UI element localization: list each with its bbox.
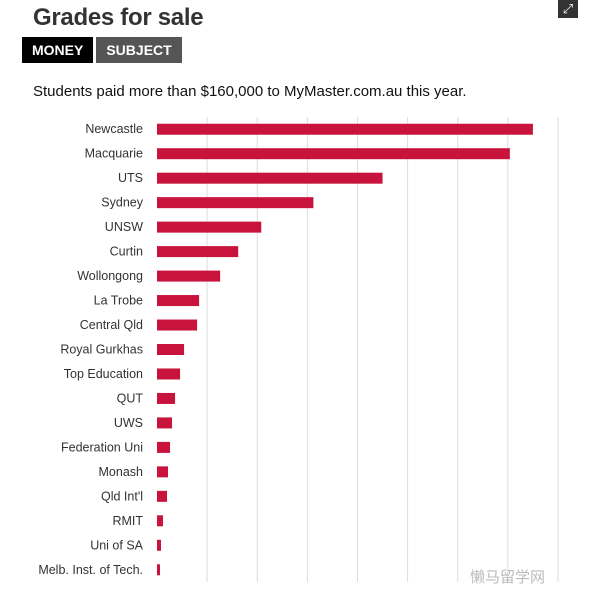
category-label: UTS: [118, 171, 143, 185]
category-label: UNSW: [105, 220, 143, 234]
tab-money[interactable]: MONEY: [22, 37, 94, 63]
bar[interactable]: [157, 392, 176, 404]
category-label: UWS: [114, 416, 143, 430]
bar[interactable]: [157, 368, 181, 380]
bar[interactable]: [157, 319, 198, 331]
bar[interactable]: [157, 148, 510, 160]
expand-icon[interactable]: ⤢: [558, 0, 578, 18]
bar[interactable]: [157, 172, 383, 184]
bar[interactable]: [157, 417, 173, 429]
bar[interactable]: [157, 564, 161, 576]
category-label: Monash: [99, 465, 144, 479]
category-label: La Trobe: [94, 294, 143, 308]
bar[interactable]: [157, 441, 171, 453]
tab-subject[interactable]: SUBJECT: [96, 37, 182, 63]
category-label: Curtin: [110, 245, 143, 259]
watermark-text: 懒马留学网: [470, 569, 546, 586]
category-label: Sydney: [101, 196, 143, 210]
bar[interactable]: [157, 344, 185, 355]
chart-subtitle: Students paid more than $160,000 to MyMa…: [33, 83, 467, 100]
category-label: Top Education: [64, 367, 143, 381]
category-label: Qld Int'l: [101, 489, 143, 503]
category-label: Central Qld: [80, 318, 143, 332]
bar[interactable]: [157, 246, 239, 258]
category-label: Federation Uni: [61, 440, 143, 454]
category-label: Melb. Inst. of Tech.: [38, 563, 143, 577]
bar[interactable]: [157, 466, 169, 478]
bar[interactable]: [157, 221, 262, 233]
bar[interactable]: [157, 539, 162, 551]
chart-title: Grades for sale: [33, 4, 204, 31]
bar[interactable]: [157, 197, 314, 209]
category-label: RMIT: [112, 514, 143, 528]
category-label: Royal Gurkhas: [60, 343, 143, 357]
bar[interactable]: [157, 123, 533, 135]
category-label: QUT: [117, 391, 144, 405]
bar[interactable]: [157, 490, 168, 502]
category-label: Uni of SA: [90, 538, 143, 552]
category-label: Wollongong: [77, 269, 143, 283]
bar[interactable]: [157, 270, 221, 282]
category-label: Macquarie: [85, 147, 143, 161]
bar[interactable]: [157, 515, 164, 527]
tab-bar: MONEY SUBJECT: [22, 37, 182, 63]
category-label: Newcastle: [85, 122, 143, 136]
bar[interactable]: [157, 295, 200, 307]
